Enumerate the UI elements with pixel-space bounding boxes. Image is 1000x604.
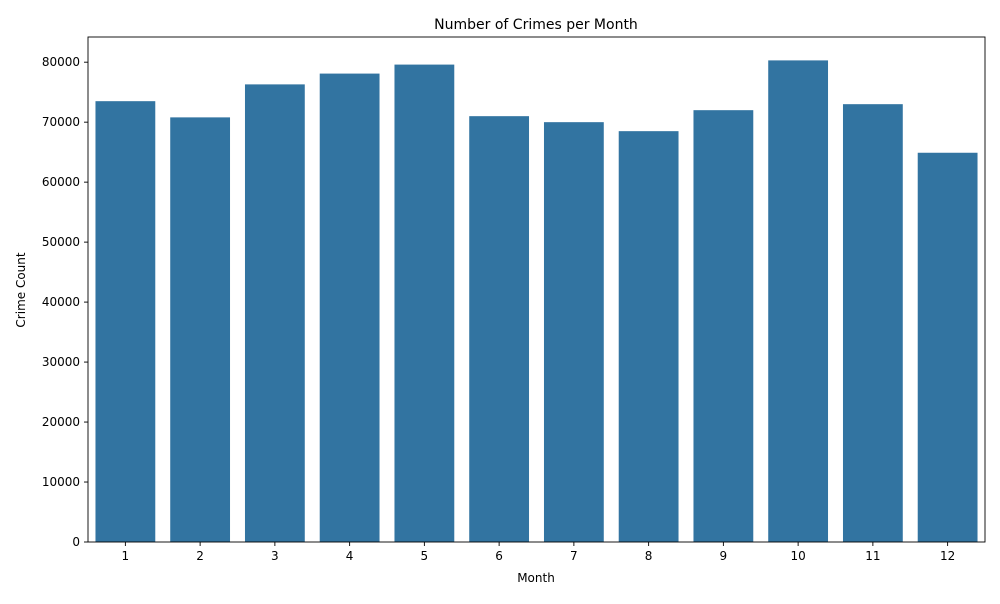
bar-month-8 (618, 131, 679, 542)
bar-month-3 (244, 84, 305, 543)
x-tick-label: 9 (720, 549, 728, 563)
x-tick-label: 7 (570, 549, 578, 563)
y-tick-label: 20000 (42, 415, 80, 429)
y-tick-label: 40000 (42, 295, 80, 309)
bar-month-10 (768, 60, 829, 542)
bar-month-6 (469, 116, 530, 543)
y-tick-label: 50000 (42, 235, 80, 249)
y-tick-label: 80000 (42, 55, 80, 69)
x-tick-label: 8 (645, 549, 653, 563)
x-tick-label: 12 (940, 549, 955, 563)
y-tick-label: 60000 (42, 175, 80, 189)
bar-month-5 (394, 64, 455, 542)
x-tick-label: 5 (421, 549, 429, 563)
x-tick-label: 2 (196, 549, 204, 563)
y-axis: 0 10000 20000 30000 40000 50000 60000 70000 8000… (42, 55, 88, 549)
bar-month-11 (842, 104, 903, 542)
chart-title: Number of Crimes per Month (434, 17, 638, 33)
y-tick-label: 0 (72, 535, 80, 549)
bar-month-1 (95, 101, 156, 542)
bar-month-4 (319, 73, 380, 542)
x-axis: 1 2 3 4 5 6 7 8 9 10 11 12 (122, 542, 955, 563)
x-tick-label: 10 (790, 549, 805, 563)
y-axis-label: Crime Count (14, 252, 28, 327)
x-tick-label: 3 (271, 549, 279, 563)
bar-month-12 (917, 152, 978, 542)
y-tick-label: 70000 (42, 115, 80, 129)
bar-month-2 (170, 117, 231, 543)
y-tick-label: 30000 (42, 355, 80, 369)
x-tick-label: 11 (865, 549, 880, 563)
plot-frame (87, 36, 986, 543)
bar-month-9 (693, 110, 754, 542)
bars-group (95, 60, 978, 543)
x-tick-label: 6 (495, 549, 503, 563)
y-tick-label: 10000 (42, 475, 80, 489)
bar-month-7 (543, 122, 604, 543)
x-tick-label: 4 (346, 549, 354, 563)
x-axis-label: Month (517, 571, 555, 585)
x-tick-label: 1 (122, 549, 130, 563)
